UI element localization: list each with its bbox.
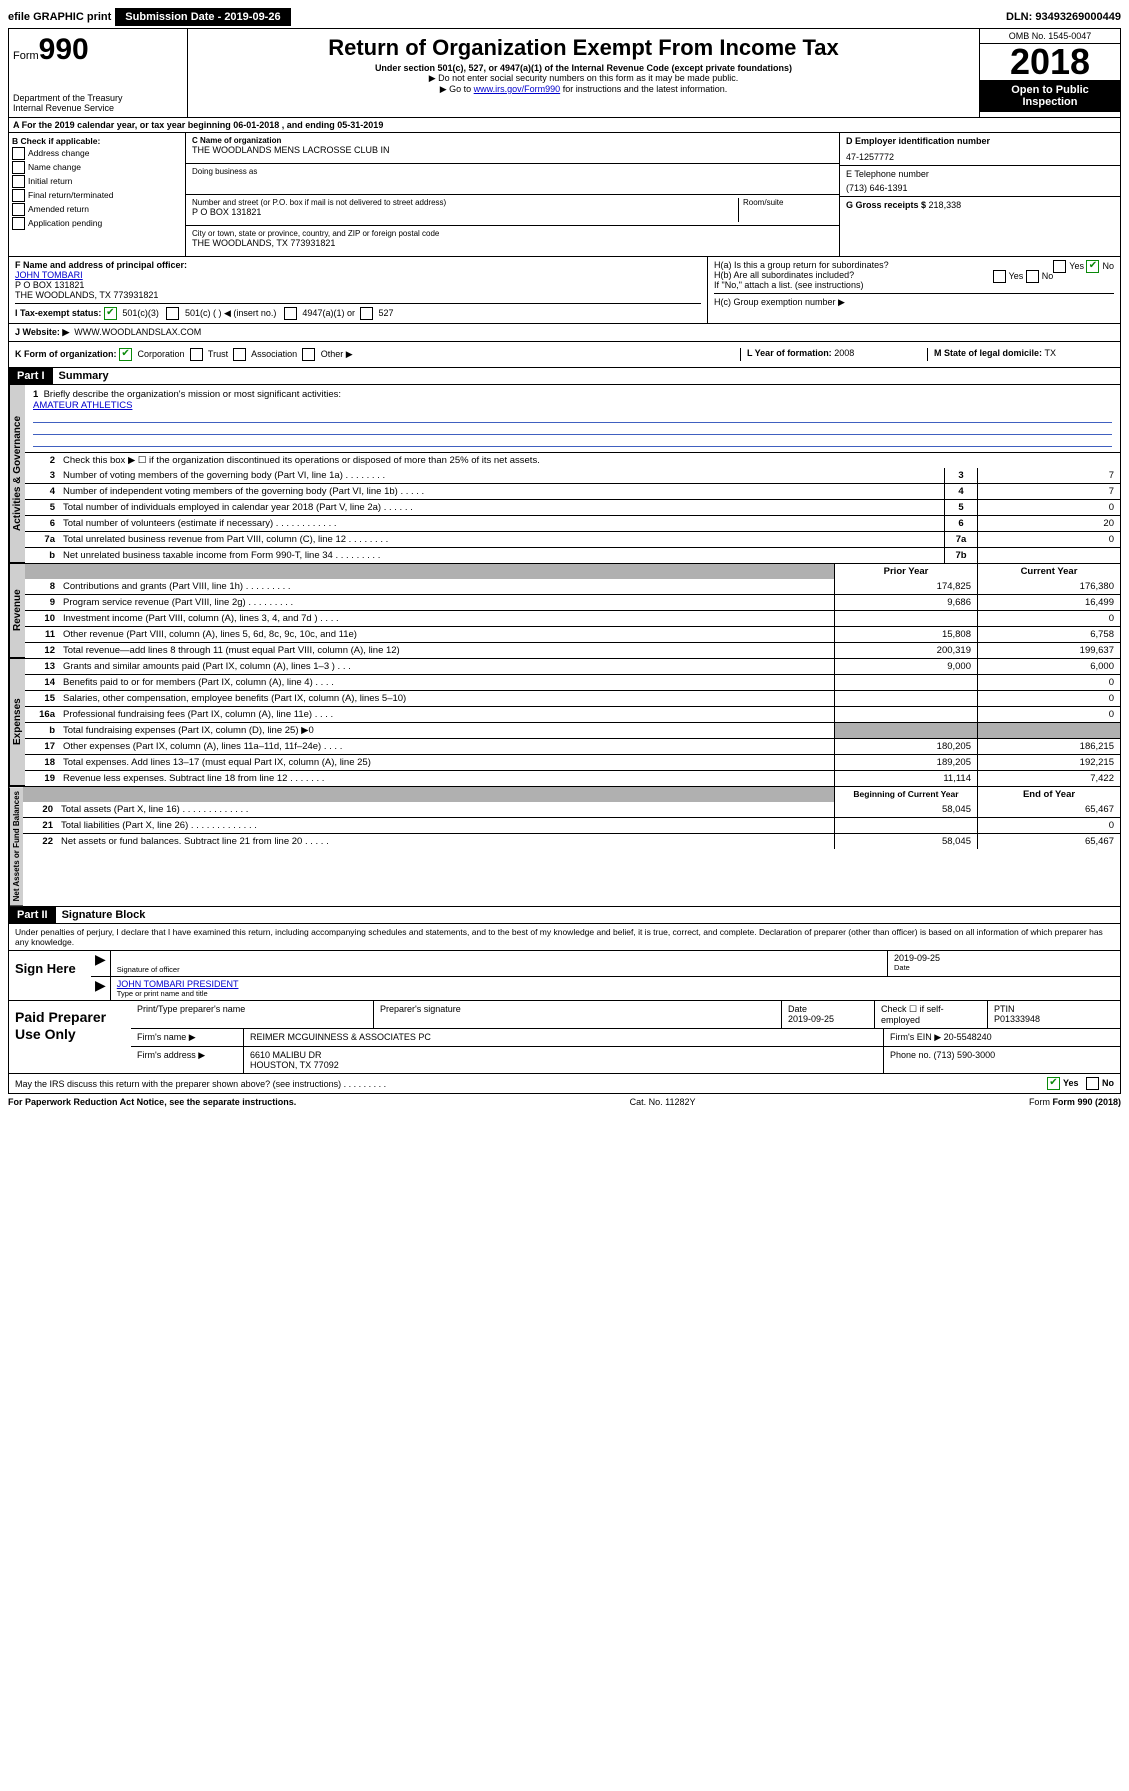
chk-4947[interactable] <box>284 307 297 320</box>
chk-address[interactable]: Address change <box>12 147 182 160</box>
table-row: 7aTotal unrelated business revenue from … <box>25 531 1120 547</box>
table-row: 21Total liabilities (Part X, line 26) . … <box>23 817 1120 833</box>
col-b: B Check if applicable: Address change Na… <box>9 133 186 256</box>
table-row: 12Total revenue—add lines 8 through 11 (… <box>25 642 1120 658</box>
form-number: Form990 <box>13 33 183 67</box>
table-row: 11Other revenue (Part VIII, column (A), … <box>25 626 1120 642</box>
table-row: 10Investment income (Part VIII, column (… <box>25 610 1120 626</box>
topbar: efile GRAPHIC print Submission Date - 20… <box>8 8 1121 26</box>
col-c: C Name of organization THE WOODLANDS MEN… <box>186 133 839 256</box>
chk-527[interactable] <box>360 307 373 320</box>
chk-initial[interactable]: Initial return <box>12 175 182 188</box>
chk-pending[interactable]: Application pending <box>12 217 182 230</box>
table-row: 22Net assets or fund balances. Subtract … <box>23 833 1120 849</box>
form-subtitle: Under section 501(c), 527, or 4947(a)(1)… <box>192 63 975 73</box>
chk-final[interactable]: Final return/terminated <box>12 189 182 202</box>
table-row: 5Total number of individuals employed in… <box>25 499 1120 515</box>
irs-label: Internal Revenue Service <box>13 103 183 113</box>
open-public: Open to Public Inspection <box>980 80 1120 112</box>
table-row: bTotal fundraising expenses (Part IX, co… <box>25 722 1120 738</box>
website: WWW.WOODLANDSLAX.COM <box>74 327 201 338</box>
chk-501c3[interactable]: ✔ <box>104 307 117 320</box>
form-header: Form990 Department of the Treasury Inter… <box>8 28 1121 118</box>
table-row: 14Benefits paid to or for members (Part … <box>25 674 1120 690</box>
officer-name[interactable]: JOHN TOMBARI <box>15 270 701 280</box>
efile-label: efile GRAPHIC print <box>8 11 111 23</box>
chk-name[interactable]: Name change <box>12 161 182 174</box>
table-row: 3Number of voting members of the governi… <box>25 468 1120 483</box>
tax-year: 2018 <box>980 44 1120 80</box>
chk-amended[interactable]: Amended return <box>12 203 182 216</box>
table-row: 9Program service revenue (Part VIII, lin… <box>25 594 1120 610</box>
table-row: bNet unrelated business taxable income f… <box>25 547 1120 563</box>
form-title: Return of Organization Exempt From Incom… <box>192 35 975 61</box>
expenses-section: Expenses 13Grants and similar amounts pa… <box>8 659 1121 787</box>
governance-section: Activities & Governance 1 Briefly descri… <box>8 385 1121 564</box>
irs-link[interactable]: www.irs.gov/Form990 <box>474 84 561 94</box>
dln: DLN: 93493269000449 <box>1006 11 1121 23</box>
revenue-section: Revenue Prior Year Current Year 8Contrib… <box>8 564 1121 659</box>
part2: Part II Signature Block <box>8 907 1121 924</box>
col-d: D Employer identification number 47-1257… <box>839 133 1120 256</box>
chk-discuss-yes[interactable]: ✔ <box>1047 1077 1060 1090</box>
row-a: A For the 2019 calendar year, or tax yea… <box>8 118 1121 133</box>
submission-date-btn[interactable]: Submission Date - 2019-09-26 <box>115 8 290 26</box>
table-row: 8Contributions and grants (Part VIII, li… <box>25 579 1120 594</box>
org-name: THE WOODLANDS MENS LACROSSE CLUB IN <box>192 145 833 155</box>
table-row: 6Total number of volunteers (estimate if… <box>25 515 1120 531</box>
signer-name[interactable]: JOHN TOMBARI PRESIDENT <box>117 979 1114 989</box>
arrow-icon: ▶ <box>91 951 110 976</box>
row-k: K Form of organization: ✔ Corporation Tr… <box>8 342 1121 368</box>
row-j: J Website: ▶ WWW.WOODLANDSLAX.COM <box>8 324 1121 342</box>
org-city: THE WOODLANDS, TX 773931821 <box>192 238 833 248</box>
table-row: 17Other expenses (Part IX, column (A), l… <box>25 738 1120 754</box>
discuss-row: May the IRS discuss this return with the… <box>8 1074 1121 1094</box>
table-row: 16aProfessional fundraising fees (Part I… <box>25 706 1120 722</box>
note-goto: ▶ Go to www.irs.gov/Form990 for instruct… <box>192 84 975 95</box>
part1: Part I Summary <box>8 368 1121 385</box>
table-row: 18Total expenses. Add lines 13–17 (must … <box>25 754 1120 770</box>
footer: For Paperwork Reduction Act Notice, see … <box>8 1094 1121 1110</box>
table-row: 4Number of independent voting members of… <box>25 483 1120 499</box>
note-ssn: ▶ Do not enter social security numbers o… <box>192 73 975 84</box>
signature-area: Under penalties of perjury, I declare th… <box>8 924 1121 1074</box>
gross-receipts: 218,338 <box>929 200 962 210</box>
arrow-icon: ▶ <box>91 977 110 1000</box>
ein: 47-1257772 <box>846 152 1114 162</box>
dept-label: Department of the Treasury <box>13 93 183 103</box>
netassets-section: Net Assets or Fund Balances Beginning of… <box>8 787 1121 907</box>
table-row: 20Total assets (Part X, line 16) . . . .… <box>23 802 1120 817</box>
table-row: 15Salaries, other compensation, employee… <box>25 690 1120 706</box>
phone: (713) 646-1391 <box>846 183 1114 193</box>
org-address: P O BOX 131821 <box>192 207 738 217</box>
section-bcd: B Check if applicable: Address change Na… <box>8 133 1121 257</box>
chk-discuss-no[interactable] <box>1086 1077 1099 1090</box>
firm-name: REIMER MCGUINNESS & ASSOCIATES PC <box>243 1029 883 1046</box>
chk-501c[interactable] <box>166 307 179 320</box>
section-fhi: F Name and address of principal officer:… <box>8 257 1121 324</box>
mission[interactable]: AMATEUR ATHLETICS <box>33 400 132 411</box>
table-row: 19Revenue less expenses. Subtract line 1… <box>25 770 1120 786</box>
table-row: 13Grants and similar amounts paid (Part … <box>25 659 1120 674</box>
